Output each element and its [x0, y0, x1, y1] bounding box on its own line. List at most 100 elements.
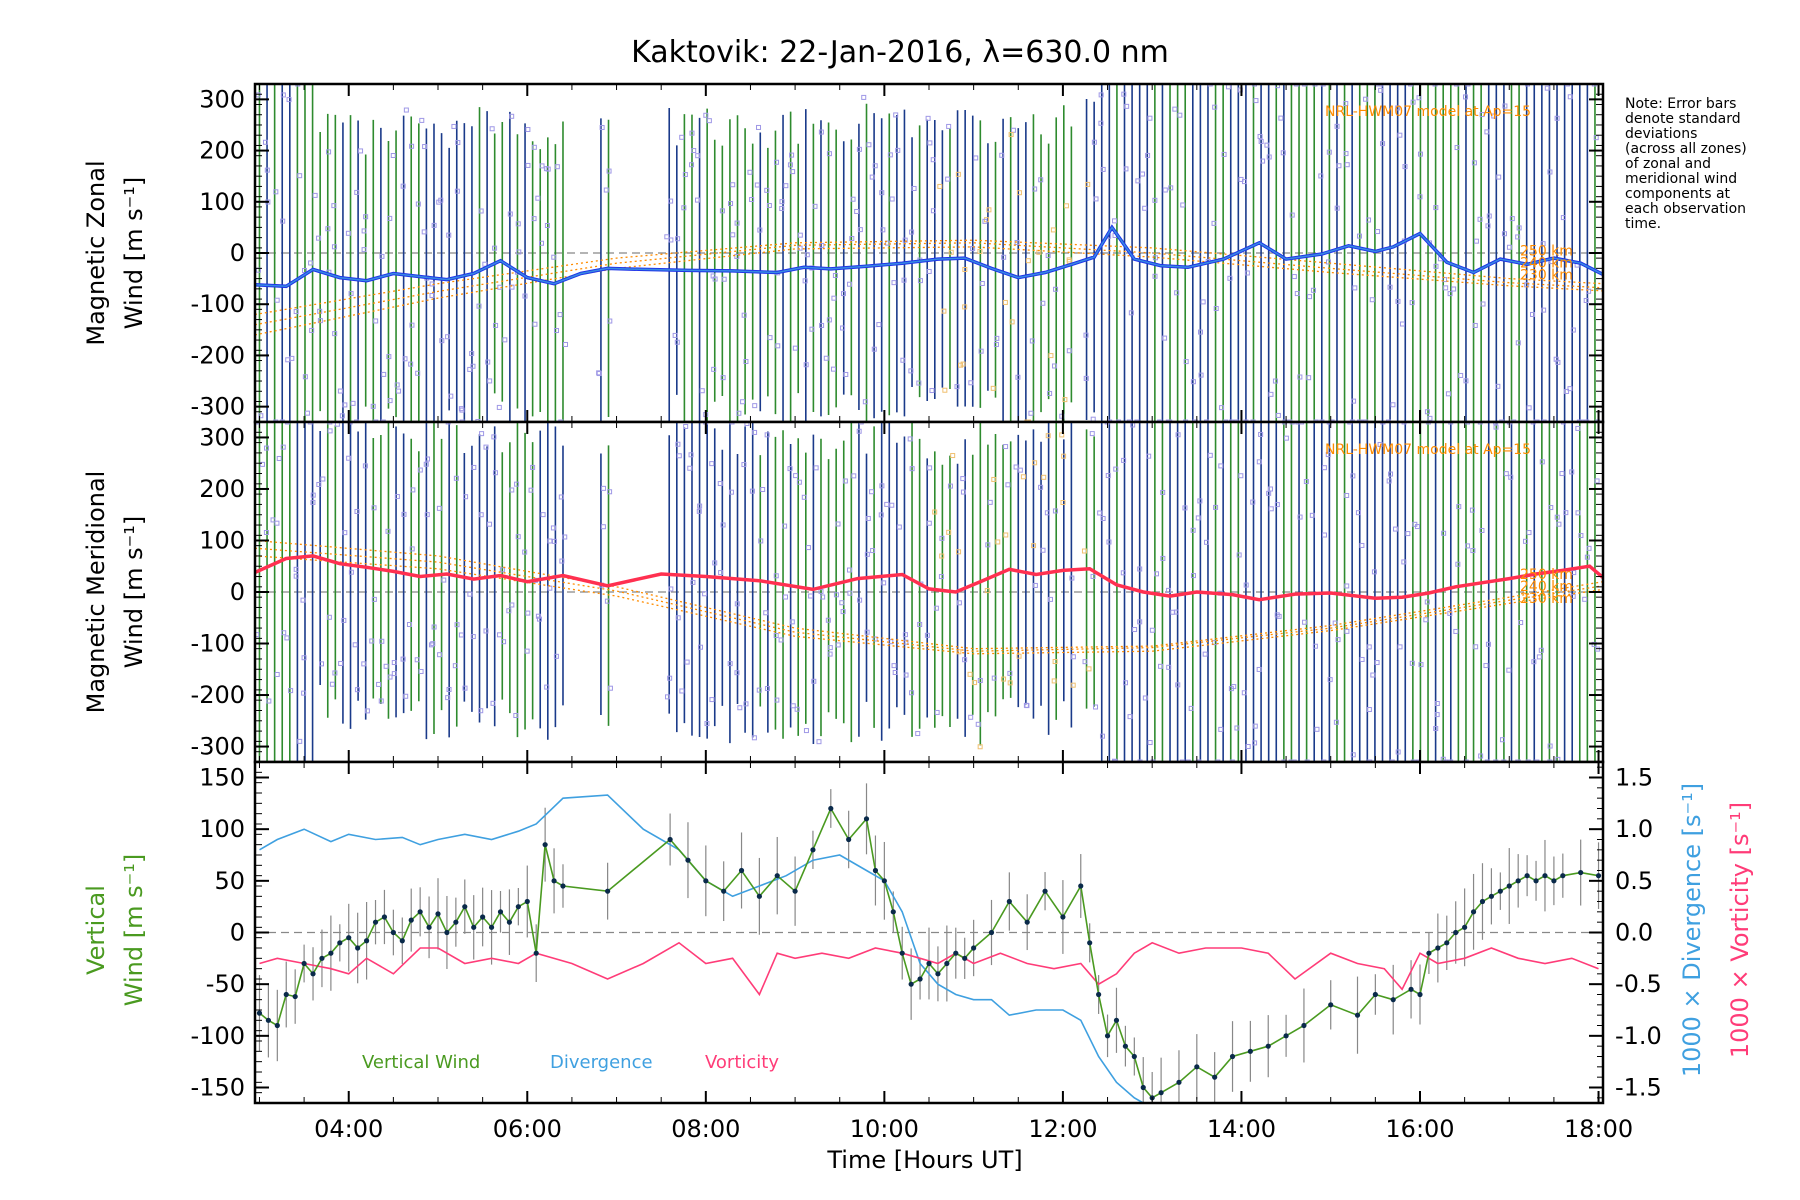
zone-sample: [1564, 84, 1570, 87]
zone-sample: [1106, 539, 1112, 545]
zone-sample: [1192, 419, 1198, 422]
zone-sample: [840, 325, 846, 331]
zone-sample: [263, 529, 269, 535]
zone-sample: [599, 125, 605, 131]
zone-sample: [706, 118, 712, 124]
vertical-wind-point: [1140, 1084, 1146, 1091]
zone-sample: [866, 142, 872, 148]
zone-sample: [459, 419, 465, 422]
zone-sample: [1359, 656, 1365, 662]
zone-sample: [720, 522, 726, 528]
vertical-wind-point: [471, 924, 477, 930]
zone-sample: [285, 357, 291, 363]
zone-sample: [362, 463, 368, 469]
vertical-wind-point: [560, 883, 566, 889]
zone-sample: [939, 535, 945, 541]
zone-sample: [559, 558, 565, 564]
zone-sample: [1485, 223, 1491, 229]
zone-sample: [1485, 641, 1491, 647]
y-tick-label: 300: [199, 85, 245, 113]
zone-sample: [439, 338, 445, 344]
zone-sample: [547, 538, 553, 544]
zone-sample: [915, 731, 921, 737]
zone-sample: [1051, 678, 1057, 684]
zone-sample: [816, 739, 822, 745]
meridional-ylabel-line2: Wind [m s⁻¹]: [120, 516, 148, 668]
zone-sample: [1484, 759, 1490, 762]
zone-sample: [445, 422, 451, 425]
zone-sample: [1312, 84, 1318, 87]
zone-sample: [1465, 84, 1471, 87]
zone-sample: [993, 342, 999, 348]
zone-sample: [697, 644, 703, 650]
zone-sample: [285, 422, 291, 425]
zone-sample: [409, 143, 415, 149]
zone-sample: [1272, 378, 1278, 384]
zone-sample: [804, 252, 810, 258]
zone-sample: [429, 292, 435, 298]
zone-sample: [417, 467, 423, 473]
zone-sample: [1352, 285, 1358, 291]
zone-sample: [1197, 498, 1203, 504]
zone-sample: [1479, 112, 1485, 118]
zone-sample: [1086, 666, 1092, 672]
zone-sample: [878, 512, 884, 518]
zone-sample: [383, 663, 389, 669]
vertical-wind-point: [533, 950, 539, 956]
vertical-wind-point: [1301, 1022, 1307, 1029]
zone-sample: [730, 232, 736, 238]
zone-sample: [1243, 582, 1249, 588]
vertical-wind-point: [515, 904, 521, 910]
zone-sample: [1274, 84, 1280, 89]
zone-sample: [1515, 759, 1521, 762]
zone-sample: [752, 429, 758, 435]
zone-sample: [415, 201, 421, 207]
zone-sample: [764, 686, 770, 692]
zone-sample: [743, 359, 749, 365]
zone-sample: [1283, 435, 1289, 441]
zone-sample: [1122, 680, 1128, 686]
zone-sample: [977, 678, 983, 684]
zone-sample: [562, 534, 568, 540]
zone-sample: [872, 163, 878, 169]
zone-sample: [831, 295, 837, 301]
zone-sample: [1146, 453, 1152, 459]
zone-sample: [1082, 659, 1088, 665]
vertical-wind-point: [1426, 950, 1432, 956]
zone-sample: [1473, 238, 1479, 244]
zone-sample: [1048, 353, 1054, 359]
zone-sample: [274, 297, 280, 303]
zone-sample: [441, 577, 447, 583]
zone-sample: [787, 466, 793, 472]
vertical-wind-point: [1524, 873, 1530, 879]
zone-sample: [1541, 307, 1547, 313]
vertical-wind-point: [1372, 991, 1378, 998]
zone-sample: [1294, 291, 1300, 297]
vertical-wind-point: [1488, 893, 1495, 899]
zone-sample: [264, 167, 270, 173]
vertical-wind-point: [480, 914, 486, 920]
zone-sample: [819, 322, 825, 328]
zone-sample: [939, 553, 945, 559]
zone-sample: [544, 223, 550, 229]
vertical-wind-point: [1024, 919, 1030, 925]
zone-sample: [462, 685, 468, 691]
zone-sample: [1434, 701, 1440, 707]
zone-sample: [1001, 254, 1007, 260]
zone-sample: [1534, 759, 1540, 762]
zone-sample: [1212, 104, 1218, 110]
zone-sample: [1045, 253, 1051, 259]
divergence-line: [259, 794, 1144, 1103]
zone-sample: [1020, 474, 1026, 480]
zone-sample: [664, 234, 670, 240]
zone-sample: [1180, 202, 1186, 208]
zone-sample: [371, 596, 377, 602]
zone-sample: [1470, 548, 1476, 554]
zone-sample: [1477, 216, 1483, 222]
vertical-wind-point: [265, 1017, 271, 1023]
zone-sample: [255, 422, 261, 425]
vertical-wind-point: [301, 960, 307, 967]
vertical-wind-point: [1096, 991, 1102, 998]
zone-sample: [991, 675, 997, 681]
zone-sample: [331, 203, 337, 209]
